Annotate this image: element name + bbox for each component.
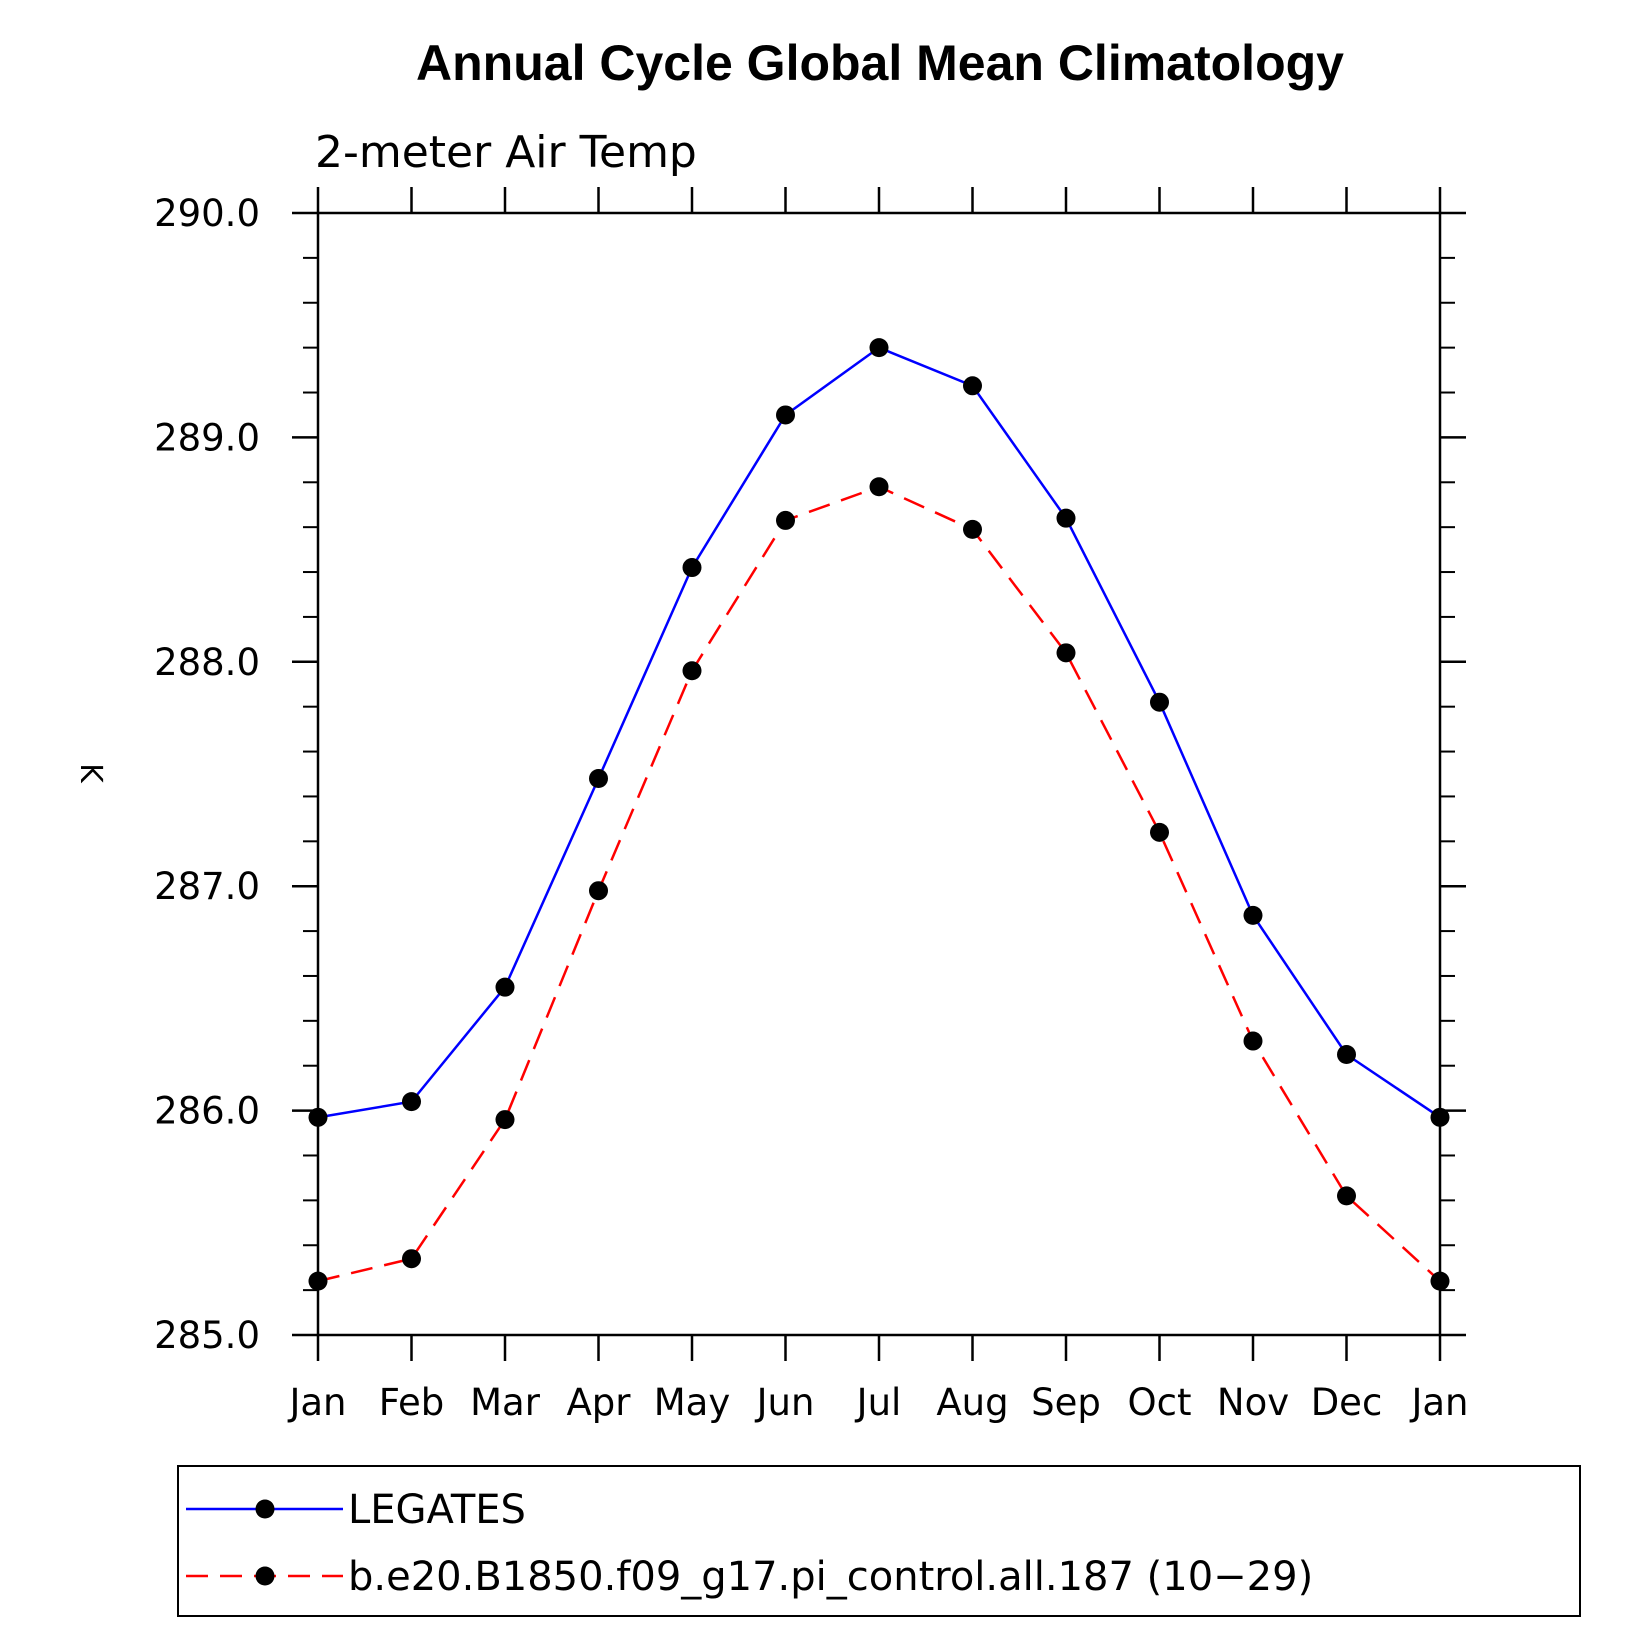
- data-point: [1150, 822, 1169, 842]
- data-point: [1243, 905, 1263, 925]
- chart-subtitle: 2-meter Air Temp: [315, 127, 697, 178]
- plot-frame: [316, 211, 1442, 1337]
- series-1: [308, 338, 1450, 1127]
- data-point: [869, 338, 889, 358]
- data-point: [1056, 643, 1076, 663]
- data-point: [308, 1271, 328, 1291]
- data-point: [495, 977, 515, 997]
- data-point: [1430, 1107, 1450, 1127]
- legend-marker: [255, 1499, 275, 1519]
- data-point: [776, 405, 795, 425]
- x-tick-label: Oct: [1128, 1381, 1192, 1424]
- legend-label: LEGATES: [348, 1487, 526, 1533]
- x-tick-label: Sep: [1031, 1381, 1101, 1424]
- x-tick-label: Nov: [1217, 1381, 1289, 1424]
- x-tick-label: Jul: [855, 1381, 902, 1424]
- data-point: [963, 376, 982, 396]
- data-point: [776, 510, 795, 530]
- y-tick-label: 289.0: [154, 416, 260, 459]
- series-2: [308, 477, 1450, 1291]
- x-tick-label: Jun: [755, 1381, 815, 1424]
- x-tick-label: Feb: [379, 1381, 445, 1424]
- legend: LEGATES b.e20.B1850.f09_g17.pi_control.al…: [177, 1465, 1581, 1617]
- x-tick-label: Mar: [470, 1381, 541, 1424]
- data-point: [402, 1092, 421, 1112]
- y-axis-label: K: [73, 763, 108, 784]
- data-point: [1337, 1045, 1356, 1064]
- chart-title: Annual Cycle Global Mean Climatology: [416, 35, 1344, 91]
- series-line: [317, 346, 1441, 1119]
- x-tick-label: Jan: [287, 1381, 346, 1424]
- legend-box: [177, 1465, 1581, 1617]
- data-point: [963, 519, 982, 539]
- data-point: [1337, 1186, 1356, 1206]
- data-point: [682, 558, 702, 578]
- data-point: [402, 1249, 421, 1269]
- y-tick-label: 287.0: [154, 865, 260, 908]
- series-layer: [308, 338, 1450, 1291]
- y-tick-label: 290.0: [154, 192, 260, 235]
- plot-border: [316, 211, 1442, 1337]
- x-tick-label: May: [654, 1381, 731, 1424]
- series-line: [317, 485, 1441, 1283]
- data-point: [495, 1110, 515, 1130]
- data-point: [308, 1107, 328, 1127]
- data-point: [869, 477, 889, 497]
- x-tick-label: Apr: [566, 1381, 631, 1424]
- x-tick-label: Dec: [1311, 1381, 1383, 1424]
- data-point: [589, 768, 608, 788]
- data-point: [682, 661, 702, 681]
- axes: 285.0 286.0 287.0 288.0 289.0 290.0 Jan Feb Mar A…: [154, 187, 1469, 1424]
- data-point: [1056, 508, 1076, 528]
- y-tick-label: 285.0: [154, 1314, 260, 1357]
- legend-label: b.e20.B1850.f09_g17.pi_control.all.187 (…: [348, 1554, 1313, 1600]
- data-point: [1430, 1271, 1450, 1291]
- data-point: [1243, 1031, 1263, 1051]
- data-point: [1150, 692, 1169, 712]
- data-point: [589, 881, 608, 901]
- x-tick-label: Jan: [1409, 1381, 1468, 1424]
- legend-marker: [255, 1566, 275, 1586]
- y-tick-label: 286.0: [154, 1090, 260, 1133]
- x-tick-label: Aug: [936, 1381, 1008, 1424]
- y-tick-label: 288.0: [154, 641, 260, 684]
